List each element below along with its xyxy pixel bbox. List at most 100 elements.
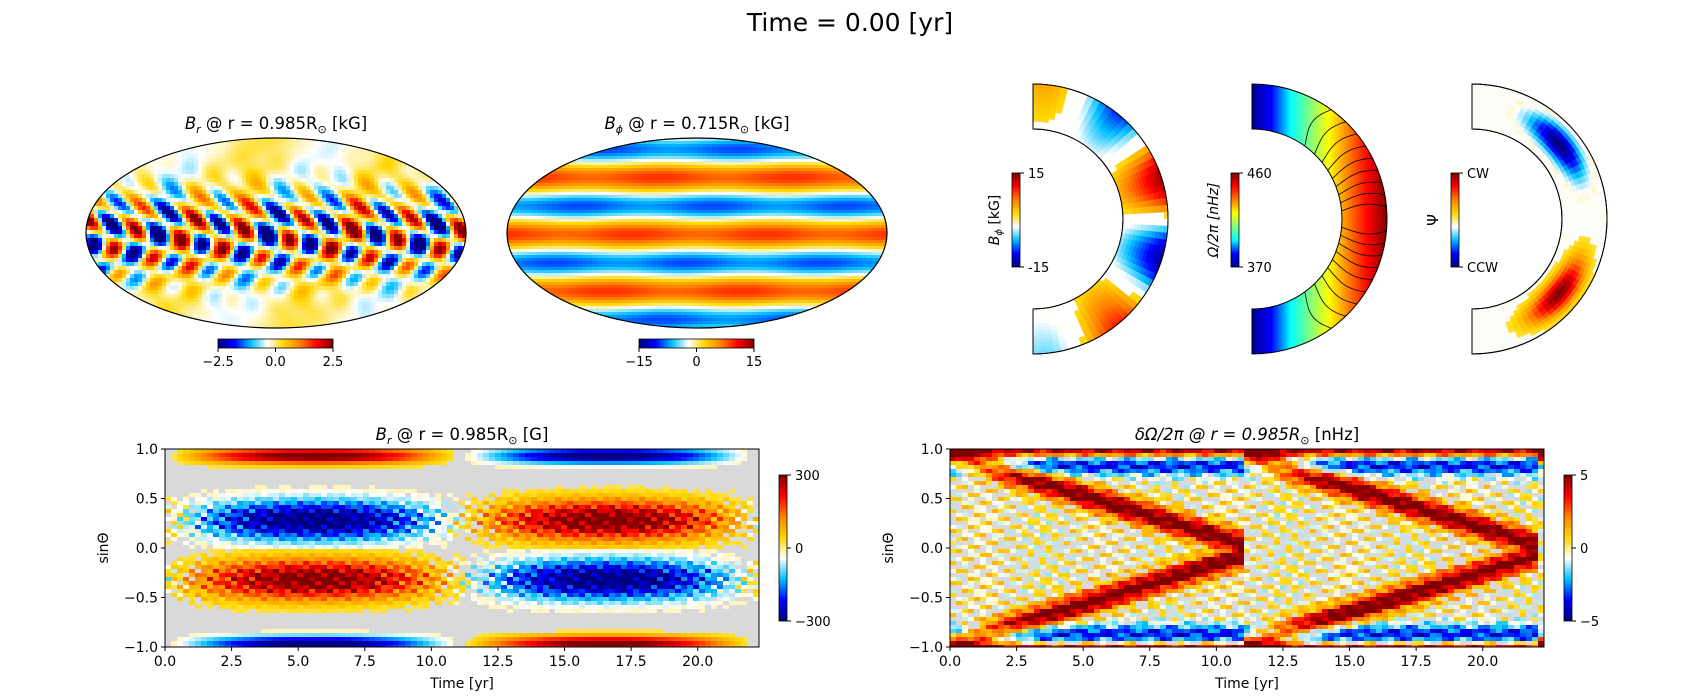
br-surface-cell [254,150,259,155]
br-surface-cell [134,234,139,239]
br-surface-cell [338,210,343,215]
br-surface-cell [98,314,103,319]
br-surface-cell [254,278,259,283]
br-surface-cell [274,258,279,263]
bphi-interior-cell [657,153,663,157]
br-surface-cell [290,234,295,239]
br-surface-cell [446,314,451,319]
br-surface-cell [442,286,447,291]
br-surface-cell [110,198,115,203]
br-surface-cell [222,318,227,323]
figure-suptitle: Time = 0.00 [yr] [0,8,1700,37]
br-surface-cell [330,202,335,207]
br-surface-cell [118,262,123,267]
br-surface-cell [134,266,139,271]
br-surface-cell [166,314,171,319]
br-surface-cell [122,242,127,247]
br-surface-cell [134,158,139,163]
br-surface-cell [362,190,367,195]
br-surface-cell [374,262,379,267]
br-surface-cell [422,234,427,239]
br-surface-cell [422,154,427,159]
br-surface-cell [214,270,219,275]
br-surface-cell [238,154,243,159]
bphi-interior-cell [772,147,778,151]
br-surface-cell [430,262,435,267]
br-surface-cell [458,238,463,243]
bphi-interior-cell [882,138,887,142]
br-surface-cell [254,162,259,167]
br-surface-cell [86,158,91,163]
br-surface-cell [226,314,231,319]
bphi-interior-cell [737,153,743,157]
br-surface-cell [266,158,271,163]
br-surface-cell [182,218,187,223]
br-surface-cell [342,246,347,251]
br-surface-cell [346,218,351,223]
bphi-interior-cell [692,138,698,142]
br-surface-cell [222,298,227,303]
br-surface-cell [166,326,171,328]
br-surface-cell [246,190,251,195]
br-surface-cell [442,258,447,263]
br-surface-cell [286,250,291,255]
br-surface-cell [242,290,247,295]
br-surface-cell [174,142,179,147]
br-surface-cell [182,270,187,275]
br-surface-cell [350,218,355,223]
br-surface-cell [266,206,271,211]
br-surface-cell [186,294,191,299]
br-surface-cell [370,158,375,163]
br-surface-cell [134,306,139,311]
br-surface-cell [202,278,207,283]
br-surface-cell [462,238,466,243]
br-surface-cell [366,230,371,235]
br-surface-cell [106,138,111,143]
br-surface-cell [354,246,359,251]
br-surface-cell [118,278,123,283]
br-surface-cell [398,258,403,263]
br-surface-cell [418,282,423,287]
br-surface-cell [150,306,155,311]
br-surface-cell [338,258,343,263]
br-surface-cell [298,170,303,175]
br-surface-cell [266,218,271,223]
br-surface-cell [330,282,335,287]
br-surface-cell [462,266,466,271]
br-surface-cell [150,282,155,287]
br-surface-cell [154,226,159,231]
bphi-interior-cell [702,144,708,148]
br-surface-cell [206,326,211,328]
br-surface-cell [294,194,299,199]
bphi-interior-cell [807,147,813,151]
br-surface-cell [290,282,295,287]
br-surface-cell [114,322,119,327]
br-surface-cell [166,154,171,159]
br-surface-cell [234,310,239,315]
bphi-interior-cell [702,138,708,142]
br-surface-cell [274,190,279,195]
br-surface-cell [266,178,271,183]
br-surface-cell [370,266,375,271]
br-surface-cell [366,214,371,219]
br-surface-cell [270,262,275,267]
br-surface-cell [342,222,347,227]
br-surface-cell [390,278,395,283]
br-surface-cell [250,222,255,227]
br-surface-cell [146,182,151,187]
br-surface-cell [230,322,235,327]
br-surface-cell [226,258,231,263]
br-surface-cell [94,178,99,183]
br-surface-cell [446,270,451,275]
br-surface-cell [162,258,167,263]
br-surface-cell [378,282,383,287]
br-surface-cell [254,138,259,143]
br-surface-cell [118,242,123,247]
br-surface-cell [210,302,215,307]
br-surface-cell [118,162,123,167]
br-surface-cell [378,234,383,239]
br-surface-cell [270,154,275,159]
br-surface-cell [270,194,275,199]
br-surface-cell [294,166,299,171]
br-surface-cell [374,202,379,207]
